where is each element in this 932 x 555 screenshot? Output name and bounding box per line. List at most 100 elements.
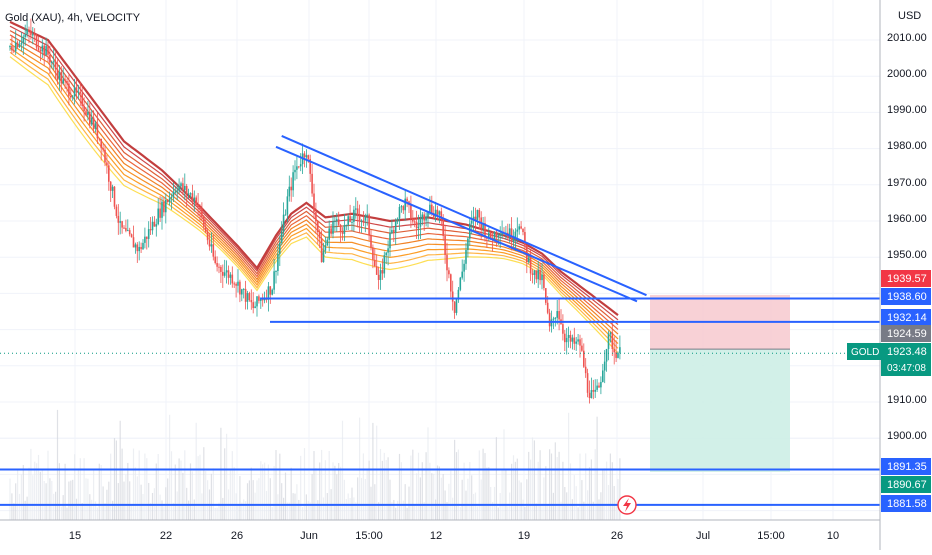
candle	[434, 201, 437, 222]
candle	[144, 227, 146, 249]
candle	[119, 211, 121, 235]
candle-body	[343, 225, 346, 234]
candle	[246, 290, 249, 310]
volume-bar	[554, 442, 556, 520]
candle	[87, 100, 89, 121]
candle	[290, 177, 292, 202]
candle	[311, 163, 313, 197]
symbol-title[interactable]: Gold (XAU), 4h, VELOCITY	[5, 12, 141, 24]
candle-body	[193, 197, 196, 202]
volume-bar	[594, 449, 596, 520]
candle	[138, 241, 140, 261]
candle-body	[307, 155, 310, 160]
candle	[381, 258, 384, 280]
volume-bar	[526, 479, 528, 520]
candle	[286, 189, 289, 223]
candle	[355, 197, 357, 219]
price-label-last-close[interactable]: 1924.59	[881, 325, 931, 342]
candle	[187, 188, 190, 199]
candle-body	[548, 312, 551, 327]
trendline[interactable]	[281, 135, 647, 297]
volume-bar	[216, 507, 218, 520]
volume-bar	[469, 461, 471, 520]
candle	[581, 337, 583, 352]
candle-body	[292, 172, 294, 191]
candle-body	[461, 271, 463, 278]
candle	[165, 193, 167, 224]
candle-body	[412, 218, 414, 222]
candle	[296, 156, 298, 180]
candle	[537, 261, 539, 288]
price-label-level-1881[interactable]: 1881.58	[881, 495, 931, 512]
candle-body	[522, 228, 524, 233]
candle	[254, 301, 256, 309]
candle-body	[98, 138, 101, 140]
volume-bar	[490, 487, 492, 520]
volume-bar	[429, 462, 431, 520]
candle-body	[328, 228, 330, 240]
candle	[73, 79, 76, 105]
candle	[609, 331, 612, 343]
price-tick: 1950.00	[887, 249, 927, 261]
volume-bar	[541, 503, 543, 520]
candle-body	[246, 293, 249, 302]
volume-bar	[127, 462, 129, 520]
volume-bar	[545, 466, 547, 520]
volume-bar	[169, 414, 171, 520]
candle-body	[508, 228, 511, 238]
price-axis-currency: USD	[898, 10, 921, 22]
volume-bar	[100, 464, 102, 520]
candle-body	[336, 219, 338, 221]
candle	[11, 35, 13, 54]
price-label-current[interactable]: 1923.48 03:47:08	[881, 343, 931, 376]
price-label-level-1938[interactable]: 1938.60	[881, 288, 931, 305]
candle-body	[83, 106, 85, 112]
candle	[493, 231, 496, 240]
volume-bar	[148, 482, 150, 520]
volume-bar	[104, 503, 106, 520]
candle	[81, 85, 83, 110]
candle	[43, 43, 45, 66]
volume-bar	[250, 467, 252, 520]
candle-body	[579, 339, 581, 346]
price-label-stop[interactable]: 1939.57	[881, 270, 931, 287]
candle	[427, 211, 429, 227]
take-profit-zone[interactable]	[650, 349, 790, 472]
candle	[222, 264, 224, 288]
candle	[364, 213, 367, 233]
candle-body	[11, 45, 13, 51]
volume-bar	[203, 447, 205, 520]
volume-bar	[436, 465, 439, 520]
price-label-level-1932[interactable]: 1932.14	[881, 309, 931, 326]
candle	[14, 30, 17, 55]
volume-bar	[180, 460, 182, 520]
candle	[486, 237, 488, 248]
candle-body	[233, 283, 235, 285]
candle-body	[62, 79, 64, 84]
candle	[94, 120, 97, 133]
volume-bar	[343, 479, 345, 520]
trendline[interactable]	[275, 145, 638, 303]
lightning-bolt-icon[interactable]	[617, 495, 637, 515]
candle-body	[144, 236, 146, 243]
candle	[227, 265, 230, 285]
price-label-target[interactable]: 1890.67	[881, 476, 931, 493]
candle-body	[546, 302, 549, 313]
volume-bar	[313, 451, 315, 520]
volume-bar	[138, 450, 140, 520]
volume-bar	[473, 493, 475, 520]
candle-body	[125, 228, 127, 231]
svg-text:1932.14: 1932.14	[887, 312, 927, 324]
candle-body	[106, 162, 108, 166]
candle-body	[341, 231, 344, 234]
candle-body	[146, 236, 148, 239]
volume-bar	[520, 482, 522, 520]
volume-bar	[514, 461, 516, 520]
candle-body	[512, 238, 515, 242]
volume-bar	[98, 463, 100, 520]
current-price-symbol-tag[interactable]: GOLD	[847, 343, 881, 360]
candle-body	[248, 293, 251, 301]
candle	[375, 254, 378, 275]
price-label-level-1891[interactable]: 1891.35	[881, 458, 931, 475]
